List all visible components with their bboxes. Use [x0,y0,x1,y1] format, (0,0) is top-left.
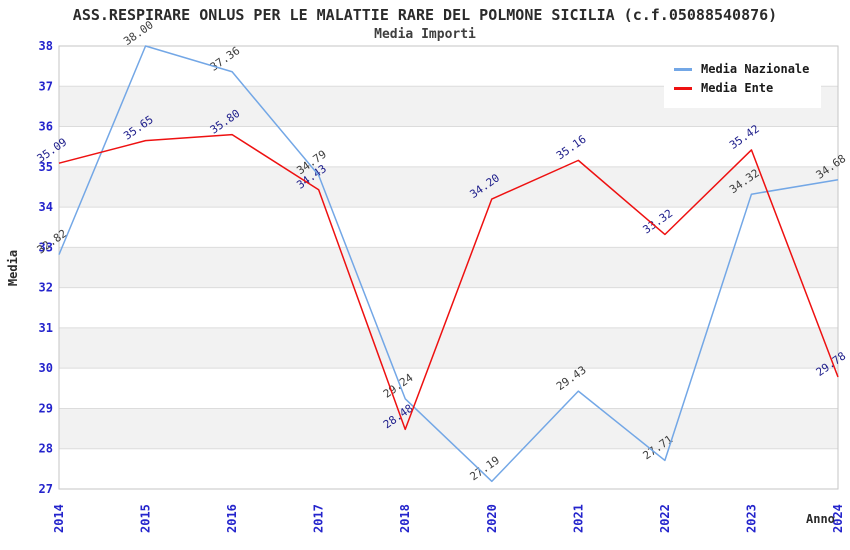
y-tick-label: 31 [39,321,53,335]
legend-swatch-media-ente [674,86,692,90]
plot-border [58,45,839,490]
y-tick-label: 32 [39,281,53,295]
legend-item-media-ente: Media Ente [674,81,809,95]
y-tick-label: 34 [39,200,53,214]
y-axis-title: Media [6,249,20,287]
plot-band [59,166,838,208]
plot-band [59,287,838,328]
plot-band [59,448,838,489]
legend-item-media-nazionale: Media Nazionale [674,62,809,76]
chart-title: ASS.RESPIRARE ONLUS PER LE MALATTIE RARE… [72,6,778,24]
y-tick-label: 38 [39,39,53,53]
plot-band [59,126,838,167]
x-tick-label: 2024 [831,504,845,533]
y-tick-label: 33 [39,240,53,254]
legend-label-media-ente: Media Ente [701,81,774,95]
chart-subtitle: Media Importi [374,27,476,42]
legend-swatch-media-nazionale [674,67,692,71]
y-tick-label: 35 [39,160,53,174]
y-tick-label: 29 [39,401,53,415]
y-tick-label: 28 [39,442,53,456]
plot-band [59,207,838,248]
y-tick-label: 30 [39,361,53,375]
x-tick-label: 2018 [398,504,412,533]
x-tick-label: 2020 [485,504,499,533]
x-tick-label: 2017 [312,504,326,533]
series-line-media-ente [58,133,839,431]
x-tick-label: 2022 [658,504,672,533]
x-tick-label: 2014 [52,504,66,533]
legend: Media Nazionale Media Ente [664,52,822,108]
plot-band [59,368,838,409]
y-tick-label: 37 [39,79,53,93]
x-axis-title: Anno [806,512,835,526]
legend-label-media-nazionale: Media Nazionale [701,62,810,76]
point-label-media-nazionale: 38.00 [121,18,156,48]
x-tick-label: 2023 [744,504,758,533]
y-tick-label: 36 [39,120,53,134]
x-tick-label: 2021 [571,504,585,533]
y-tick-label: 27 [39,482,53,496]
x-tick-label: 2015 [139,504,153,533]
series-line-media-nazionale [58,45,839,483]
plot-band [59,247,838,288]
plot-band [59,327,838,369]
plot-band [59,408,838,449]
x-tick-label: 2016 [225,504,239,533]
